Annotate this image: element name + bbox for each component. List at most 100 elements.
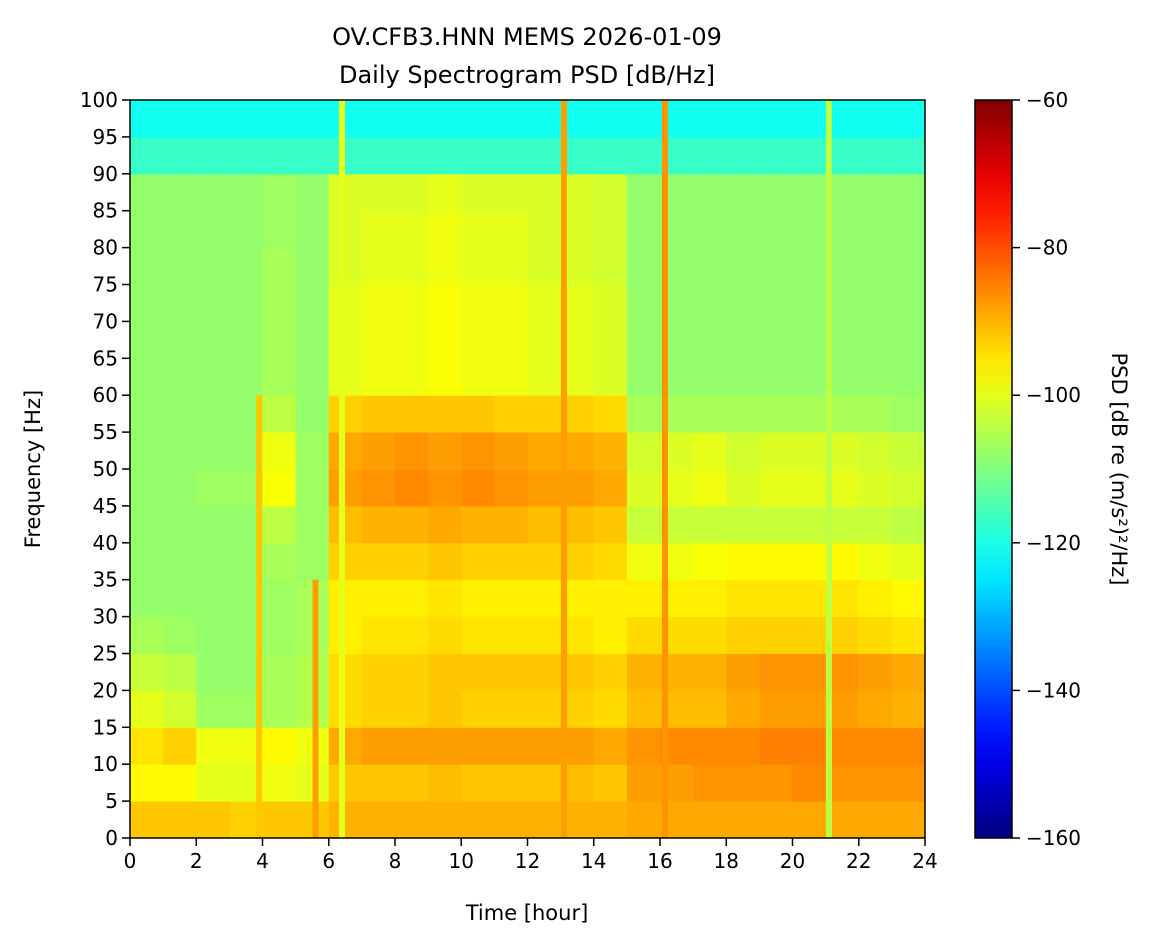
x-tick-label: 10 [449, 849, 474, 873]
heatmap-cell [361, 100, 396, 138]
heatmap-cell [196, 727, 230, 765]
heatmap-cell [792, 505, 827, 544]
colorbar-label: PSD [dB re (m/s²)²/Hz] [1107, 353, 1131, 586]
heatmap-cell [693, 764, 727, 802]
heatmap-cell [163, 321, 197, 359]
heatmap-cell [163, 358, 197, 396]
y-tick-label: 30 [93, 605, 118, 629]
heatmap-cell [527, 247, 562, 285]
heatmap-cell [328, 653, 363, 691]
heatmap-cell [858, 505, 893, 544]
heatmap-cell [693, 321, 727, 359]
heatmap-cell [196, 469, 230, 507]
heatmap-cell [626, 579, 661, 618]
x-tick-label: 14 [581, 849, 606, 873]
heatmap-cell [428, 616, 462, 654]
heatmap-cell [262, 284, 297, 322]
x-axis: 0 2 4 6 8 10 12 14 16 18 20 22 24 [124, 838, 938, 873]
heatmap-cell [196, 358, 230, 396]
heatmap-cell [891, 395, 926, 433]
heatmap-cell [328, 505, 363, 544]
heatmap-cell [527, 801, 562, 839]
heatmap-cell [494, 173, 528, 212]
heatmap-cell [262, 136, 297, 175]
heatmap-cell [130, 210, 164, 249]
heatmap-cell [494, 653, 528, 691]
heatmap-cell [792, 727, 827, 765]
heatmap-cell [229, 247, 263, 285]
heatmap-cell [295, 247, 330, 285]
heatmap-cell [494, 542, 528, 581]
heatmap-cell [792, 653, 827, 691]
heatmap-cell [759, 653, 793, 691]
heatmap-cell [593, 579, 628, 618]
heatmap-cell [626, 358, 661, 396]
y-tick-label: 45 [93, 494, 118, 518]
colorbar-axis: −60 −80 −100 −120 −140 −160 [1012, 88, 1081, 850]
heatmap-cell [494, 136, 528, 175]
heatmap-cell [858, 469, 893, 507]
heatmap-cell [693, 358, 727, 396]
heatmap-cell [428, 173, 462, 212]
heatmap-cell [858, 136, 893, 175]
heatmap-cell [693, 284, 727, 322]
heatmap-cell [428, 321, 462, 359]
heatmap-cell [461, 579, 495, 618]
heatmap-cell [726, 653, 760, 691]
heatmap-cell [461, 395, 495, 433]
heatmap-cell [891, 727, 926, 765]
heatmap-cell [593, 653, 628, 691]
heatmap-cell [328, 690, 363, 728]
y-tick-label: 70 [93, 309, 118, 333]
heatmap-cell [693, 136, 727, 175]
y-tick-label: 0 [105, 826, 118, 850]
heatmap-cell [726, 358, 760, 396]
heatmap-cell [726, 284, 760, 322]
heatmap-cell [328, 321, 363, 359]
heatmap-cell [130, 136, 164, 175]
heatmap-cell [428, 764, 462, 802]
heatmap-cell [461, 469, 495, 507]
y-axis-label: Frequency [Hz] [21, 390, 45, 548]
heatmap-cell [494, 100, 528, 138]
heatmap-cell [196, 321, 230, 359]
heatmap-cell [361, 616, 396, 654]
heatmap-cell [494, 764, 528, 802]
heatmap-cell [593, 432, 628, 470]
heatmap-cell [693, 542, 727, 581]
heatmap-cell [626, 395, 661, 433]
heatmap-cell [527, 100, 562, 138]
y-tick-label: 65 [93, 346, 118, 370]
heatmap-cell [759, 690, 793, 728]
heatmap-cell [593, 321, 628, 359]
heatmap-cell [196, 395, 230, 433]
heatmap-cell [527, 542, 562, 581]
heatmap-cell [693, 469, 727, 507]
y-tick-label: 25 [93, 642, 118, 666]
heatmap-cell [361, 173, 396, 212]
heatmap-cell [693, 173, 727, 212]
heatmap-cell [395, 173, 429, 212]
heatmap-cell [858, 395, 893, 433]
colorbar-tick-label: −120 [1026, 531, 1081, 555]
heatmap-cell [295, 690, 330, 728]
heatmap-cell [163, 395, 197, 433]
heatmap-cell [395, 100, 429, 138]
heatmap-cell [196, 801, 230, 839]
heatmap-cell [891, 136, 926, 175]
heatmap-cell [593, 210, 628, 249]
heatmap-cell [626, 284, 661, 322]
heatmap-cell [395, 358, 429, 396]
heatmap-cell [527, 432, 562, 470]
x-tick-label: 6 [322, 849, 335, 873]
heatmap-cell [328, 358, 363, 396]
heatmap-cell [792, 801, 827, 839]
heatmap-cell [130, 395, 164, 433]
heatmap-cell [494, 284, 528, 322]
heatmap-cell [361, 358, 396, 396]
heatmap-cell [328, 210, 363, 249]
heatmap-cell [229, 284, 263, 322]
heatmap-cell [395, 469, 429, 507]
heatmap-cell [626, 653, 661, 691]
heatmap-cell [858, 247, 893, 285]
